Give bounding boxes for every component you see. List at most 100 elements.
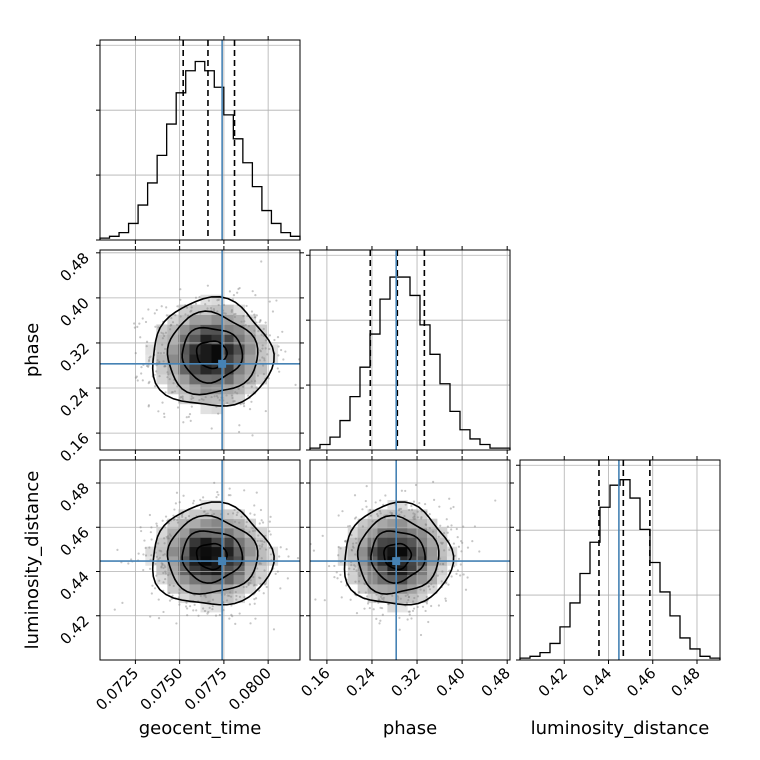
- sample-point: [157, 558, 160, 561]
- sample-point: [441, 541, 444, 544]
- sample-point: [157, 410, 160, 413]
- sample-point: [345, 584, 348, 587]
- sample-point: [407, 595, 411, 598]
- sample-point: [147, 405, 150, 408]
- density-cell: [255, 565, 268, 576]
- density-cell: [178, 393, 190, 405]
- density-cell: [222, 304, 234, 315]
- density-cell: [387, 565, 398, 576]
- density-cell: [255, 364, 268, 375]
- sample-point: [149, 558, 152, 561]
- sample-point: [428, 585, 431, 588]
- sample-point: [190, 395, 193, 398]
- sample-point: [216, 298, 219, 302]
- sample-point: [172, 514, 175, 517]
- density-cell: [178, 324, 190, 335]
- density-cell: [436, 537, 448, 548]
- sample-point: [253, 329, 256, 332]
- density-cell: [211, 334, 223, 345]
- sample-point: [234, 391, 237, 394]
- sample-point: [253, 602, 256, 605]
- sample-point: [455, 527, 458, 531]
- sample-point: [226, 594, 229, 597]
- density-cell: [222, 528, 234, 538]
- sample-point: [406, 618, 409, 621]
- density-cell: [211, 593, 223, 604]
- density-cell: [357, 565, 368, 576]
- sample-point: [375, 513, 379, 516]
- y-tick-label-luminosity_distance-3: 0.48: [56, 479, 92, 515]
- sample-point: [267, 377, 270, 380]
- sample-point: [188, 605, 192, 608]
- sample-point: [404, 489, 407, 493]
- density-cell: [436, 546, 448, 557]
- sample-point: [203, 594, 206, 597]
- sample-point: [337, 554, 340, 557]
- sample-point: [149, 615, 152, 618]
- sample-point: [341, 510, 344, 513]
- sample-point: [209, 307, 213, 310]
- sample-point: [235, 598, 238, 601]
- density-cell: [397, 602, 408, 613]
- density-cell: [167, 518, 179, 529]
- marks-layer: [99, 40, 721, 660]
- sample-point: [164, 570, 167, 573]
- contour-phase-luminosity_distance-0: [383, 542, 413, 571]
- sample-point: [223, 593, 226, 596]
- sample-point: [155, 522, 158, 525]
- density-cell: [233, 324, 246, 335]
- density-cell: [211, 304, 223, 315]
- density-cell: [200, 344, 212, 355]
- sample-point: [428, 513, 431, 516]
- sample-point: [252, 584, 255, 587]
- density-cell: [367, 528, 378, 538]
- sample-point: [255, 386, 258, 389]
- y-tick-label-phase-3: 0.40: [56, 294, 92, 330]
- density-cell: [367, 574, 378, 585]
- sample-point: [340, 596, 343, 599]
- sample-point: [260, 260, 263, 263]
- sample-point: [154, 325, 157, 328]
- sample-point: [247, 583, 250, 587]
- sample-point: [179, 288, 182, 291]
- y-tick-label-luminosity_distance-1: 0.44: [56, 568, 92, 604]
- x-tick-label-geocent_time-1: 0.0750: [137, 664, 187, 714]
- sample-point: [140, 529, 143, 533]
- sample-point: [436, 574, 439, 577]
- sample-point: [278, 370, 281, 373]
- density-cell: [255, 546, 268, 557]
- sample-point: [425, 602, 429, 605]
- sample-point: [173, 390, 177, 393]
- sample-point: [432, 480, 435, 483]
- density-cell: [167, 537, 179, 548]
- sample-point: [231, 396, 234, 400]
- sample-point: [198, 295, 201, 299]
- sample-point: [148, 380, 151, 383]
- sample-point: [462, 525, 465, 528]
- density-cell: [178, 304, 190, 315]
- sample-point: [215, 496, 218, 499]
- sample-point: [174, 314, 177, 317]
- density-cell: [417, 518, 428, 529]
- density-cell: [357, 518, 368, 529]
- sample-point: [169, 328, 172, 331]
- sample-point: [450, 528, 453, 531]
- sample-point: [230, 394, 234, 397]
- sample-point: [381, 597, 384, 600]
- sample-point: [350, 563, 353, 567]
- sample-point: [273, 338, 276, 342]
- sample-point: [236, 392, 239, 395]
- sample-point: [461, 541, 464, 544]
- density-cell: [156, 565, 168, 576]
- density-cell: [397, 537, 408, 548]
- density-cell: [200, 314, 212, 325]
- density-cell: [357, 546, 368, 557]
- sample-point: [264, 534, 267, 537]
- sample-point: [231, 615, 234, 618]
- sample-point: [179, 315, 182, 318]
- density-cell: [397, 574, 408, 585]
- sample-point: [253, 583, 256, 586]
- density-cell: [387, 537, 398, 548]
- density-cell: [189, 364, 201, 375]
- density-cell: [255, 324, 268, 335]
